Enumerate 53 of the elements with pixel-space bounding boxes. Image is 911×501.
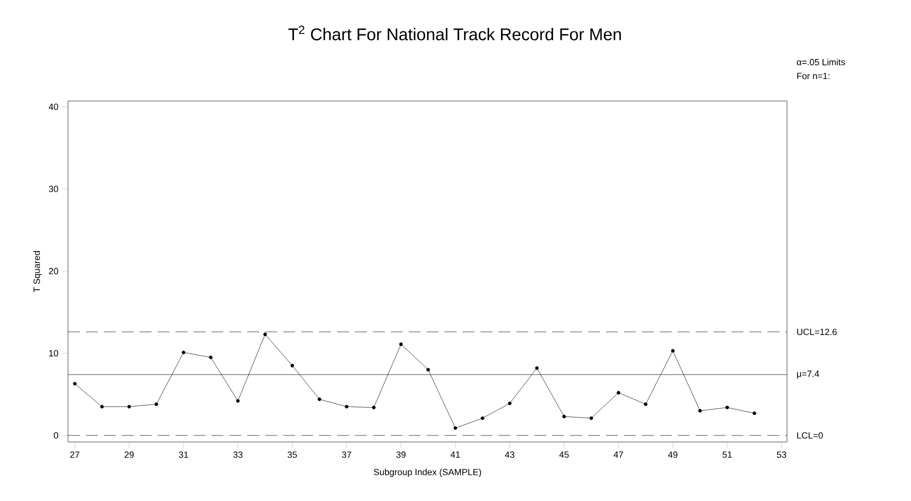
point xyxy=(480,416,484,420)
point xyxy=(562,414,566,418)
point xyxy=(508,402,512,406)
y-tick-label: 20 xyxy=(48,268,58,274)
point xyxy=(698,408,702,413)
x-tick-label: 47 xyxy=(614,451,623,458)
x-tick-label: 49 xyxy=(668,451,678,458)
x-tick-label: 31 xyxy=(178,451,188,458)
text: For n=1: xyxy=(797,72,830,80)
point xyxy=(616,390,620,394)
x-tick-label: 27 xyxy=(70,451,80,458)
point xyxy=(263,332,267,336)
x-tick-label: 29 xyxy=(124,451,134,458)
text: α=.05 Limits xyxy=(796,58,845,66)
point xyxy=(644,402,648,406)
y-tick-label: 30 xyxy=(48,186,58,192)
ref-line-label: μ=7.4 xyxy=(797,370,820,379)
x-tick-label: 51 xyxy=(722,451,732,458)
point xyxy=(535,366,539,370)
point xyxy=(182,350,186,354)
y-tick-label: 40 xyxy=(48,104,58,110)
x-tick-label: 35 xyxy=(288,451,297,458)
x-axis-title: Subgroup Index (SAMPLE) xyxy=(374,468,482,478)
point xyxy=(318,397,322,402)
x-tick-label: 45 xyxy=(559,451,569,458)
y-tick-label: 0 xyxy=(54,432,58,439)
point xyxy=(372,406,376,410)
point xyxy=(454,426,458,430)
point xyxy=(399,342,403,346)
x-tick-label: 41 xyxy=(450,451,460,458)
point xyxy=(344,404,348,408)
point xyxy=(236,399,240,403)
ref-line-label: UCL=12.6 xyxy=(797,328,837,336)
y-tick-label: 10 xyxy=(49,350,58,356)
point xyxy=(208,356,213,360)
point xyxy=(290,364,294,368)
chart-title: T$^{2}$ Chart For National Track Record For Men xyxy=(288,26,621,40)
x-tick-label: 37 xyxy=(342,451,352,458)
ref-line-label: LCL=0 xyxy=(797,432,823,439)
point xyxy=(127,404,131,408)
x-tick-label: 39 xyxy=(396,451,406,458)
point xyxy=(589,416,594,420)
point xyxy=(725,406,729,410)
point xyxy=(752,411,756,416)
point xyxy=(100,404,104,408)
x-tick-label: 53 xyxy=(776,451,786,458)
point xyxy=(73,382,77,386)
point xyxy=(154,402,158,406)
y-axis-title: T Squared xyxy=(33,251,42,292)
x-tick-label: 43 xyxy=(504,451,514,458)
point xyxy=(671,349,675,353)
x-tick-label: 33 xyxy=(233,451,242,458)
point xyxy=(426,368,430,372)
